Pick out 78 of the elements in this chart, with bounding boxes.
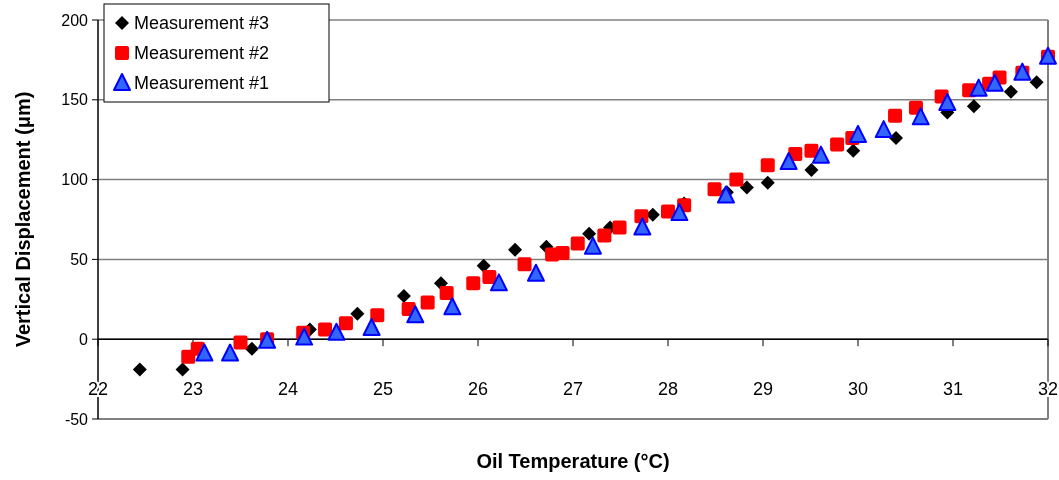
point: [406, 305, 425, 324]
y-tick-label: 50: [70, 251, 89, 268]
point: [570, 236, 585, 251]
point: [597, 228, 612, 243]
point: [938, 92, 957, 111]
x-tick-label: 27: [562, 379, 584, 400]
x-tick-label: 23: [182, 379, 204, 400]
point: [175, 362, 190, 377]
point: [420, 295, 435, 310]
point: [396, 289, 411, 304]
point: [889, 131, 903, 146]
x-tick-label: 29: [752, 379, 774, 400]
point: [583, 236, 602, 255]
point: [221, 343, 240, 362]
x-tick-label: 30: [847, 379, 869, 400]
point: [911, 107, 930, 126]
point: [295, 327, 314, 346]
point: [338, 316, 353, 331]
point: [132, 362, 147, 377]
point: [508, 242, 523, 257]
point: [716, 185, 735, 204]
point: [830, 137, 845, 152]
legend-label: Measurement #2: [134, 43, 270, 64]
x-tick-label: 32: [1037, 379, 1059, 400]
legend-label: Measurement #1: [134, 73, 270, 94]
point: [517, 257, 532, 272]
point: [760, 175, 775, 190]
point: [846, 143, 861, 158]
point: [670, 203, 689, 222]
point: [969, 78, 988, 97]
point: [476, 258, 491, 273]
point: [849, 124, 867, 143]
point: [555, 246, 570, 261]
point: [729, 172, 744, 187]
point: [779, 152, 798, 171]
point: [244, 341, 259, 356]
point: [739, 180, 754, 195]
point: [633, 217, 652, 236]
point: [707, 182, 722, 197]
point: [760, 158, 775, 173]
x-tick-label: 24: [277, 379, 299, 400]
point: [1003, 84, 1018, 99]
point: [489, 273, 508, 292]
point: [661, 204, 675, 219]
point: [526, 263, 545, 282]
x-tick-label: 26: [467, 379, 489, 400]
point: [466, 276, 481, 291]
point: [195, 343, 214, 362]
y-tick-label: 200: [61, 11, 89, 29]
point: [582, 226, 597, 241]
point: [327, 322, 346, 341]
y-tick-label: 150: [61, 91, 89, 109]
y-tick-label: 100: [61, 171, 89, 189]
point: [233, 335, 248, 350]
point: [612, 220, 627, 235]
point: [811, 145, 830, 164]
point: [985, 73, 1004, 92]
point: [874, 120, 893, 139]
x-tick-label: 31: [942, 379, 964, 400]
x-tick-label: 25: [372, 379, 394, 400]
point: [966, 99, 981, 114]
point: [370, 308, 385, 323]
point: [350, 306, 365, 321]
x-tick-label: 28: [657, 379, 679, 400]
y-tick-label: -50: [64, 410, 89, 428]
point: [804, 143, 819, 158]
point: [362, 318, 381, 337]
point: [804, 163, 819, 178]
point: [888, 108, 903, 123]
point: [443, 297, 462, 316]
point: [318, 322, 333, 337]
point: [482, 269, 497, 284]
y-axis-title: Vertical Displacement (μm): [12, 91, 34, 348]
y-tick-label: 0: [79, 330, 89, 348]
point: [1029, 75, 1044, 90]
legend-label: Measurement #3: [134, 13, 270, 34]
point: [439, 285, 454, 300]
x-axis-title: Oil Temperature (°C): [476, 450, 670, 472]
